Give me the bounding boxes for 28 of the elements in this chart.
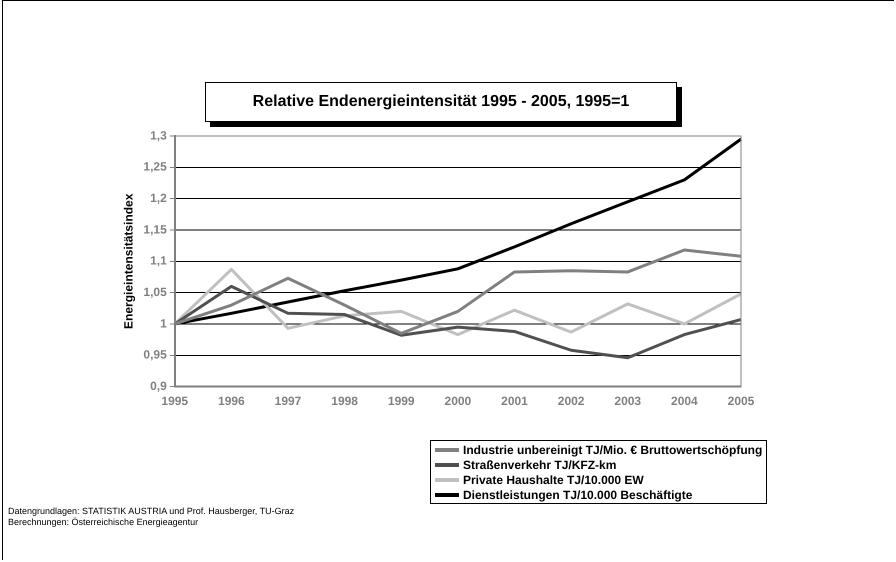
y-tick-label: 1,15 xyxy=(143,222,168,236)
y-tick-label: 1,2 xyxy=(150,190,168,205)
legend-label: Straßenverkehr TJ/KFZ-km xyxy=(463,458,616,472)
y-tick-label: 1,25 xyxy=(143,160,168,174)
text: Berechnungen: Österreichische Energieagentur xyxy=(8,517,200,528)
y-tick-label: 1,1 xyxy=(150,254,168,268)
text: Datengrundlagen: STATISTIK AUSTRIA und Prof. Hausberger, TU-Graz xyxy=(8,506,294,517)
x-tick-label: 1999 xyxy=(388,394,415,408)
y-tick-label: 0,95 xyxy=(143,348,168,362)
y-tick-label: 1,3 xyxy=(150,128,168,142)
x-tick-label: 1996 xyxy=(218,394,246,408)
x-tick-label: 2005 xyxy=(728,394,755,408)
y-tick-label: 0,9 xyxy=(150,378,168,393)
y-axis-title: Energieintensitätsindex xyxy=(122,193,136,329)
x-tick-label: 2000 xyxy=(444,394,472,408)
x-tick-label: 1997 xyxy=(274,394,302,408)
y-tick-label: 1,05 xyxy=(143,284,168,299)
x-tick-label: 2002 xyxy=(558,394,585,408)
y-tick-label: 1 xyxy=(160,316,168,330)
x-tick-label: 1995 xyxy=(161,394,188,408)
legend-label: Dienstleistungen TJ/10.000 Beschäftigte xyxy=(463,488,692,502)
chart-title: Relative Endenergieintensität 1995 - 2005, 1995=1 xyxy=(205,82,677,122)
legend-label: Industrie unbereinigt TJ/Mio. € Bruttowertschöpfung xyxy=(463,442,762,456)
x-tick-label: 2004 xyxy=(671,394,698,408)
x-tick-label: 2003 xyxy=(614,394,642,408)
x-tick-label: 2001 xyxy=(501,394,528,408)
legend-label: Private Haushalte TJ/10.000 EW xyxy=(463,472,644,486)
x-tick-label: 1998 xyxy=(331,394,358,408)
